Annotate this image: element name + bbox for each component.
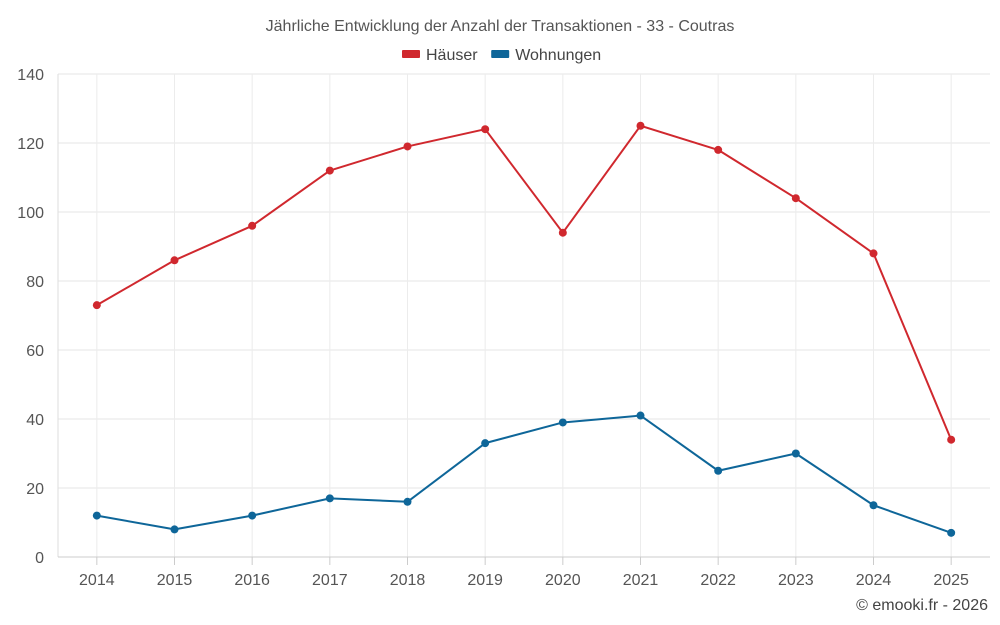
data-point	[248, 221, 257, 230]
x-tick-label: 2024	[856, 572, 892, 589]
data-point	[869, 249, 878, 258]
legend-label: Wohnungen	[515, 47, 601, 64]
y-tick-label: 80	[26, 274, 44, 291]
legend: Häuser Wohnungen	[402, 47, 601, 64]
data-point	[403, 142, 412, 151]
x-tick-label: 2014	[79, 572, 115, 589]
data-point	[481, 125, 490, 134]
x-tick-label: 2020	[545, 572, 581, 589]
series-line	[96, 124, 953, 441]
data-point	[947, 435, 956, 444]
data-point	[403, 497, 412, 506]
data-point	[791, 194, 800, 203]
x-tick-label: 2018	[390, 572, 426, 589]
chart-title: Jährliche Entwicklung der Anzahl der Tra…	[266, 18, 735, 35]
data-point	[558, 228, 567, 237]
data-point	[92, 511, 101, 520]
axes: 0 20 40 60 80 100 120 140 2014 2015 2016 2017 2018 20…	[17, 67, 990, 589]
x-tick-label: 2015	[157, 572, 193, 589]
data-point	[714, 145, 723, 154]
legend-swatch	[402, 50, 420, 58]
data-point	[558, 418, 567, 427]
data-point	[481, 439, 490, 448]
x-tick-label: 2022	[700, 572, 736, 589]
data-point	[714, 466, 723, 475]
y-tick-label: 20	[26, 481, 44, 498]
x-tick-label: 2023	[778, 572, 814, 589]
legend-label: Häuser	[426, 47, 478, 64]
y-tick-label: 40	[26, 412, 44, 429]
series-line	[96, 414, 952, 534]
y-tick-label: 140	[17, 67, 44, 84]
data-point	[947, 528, 956, 537]
x-tick-label: 2019	[467, 572, 503, 589]
series-layer	[92, 121, 956, 537]
data-point	[636, 121, 645, 130]
data-point	[325, 494, 334, 503]
y-tick-label: 120	[17, 136, 44, 153]
legend-swatch	[491, 50, 510, 58]
x-tick-label: 2016	[234, 572, 270, 589]
credit-text: © emooki.fr - 2026	[856, 597, 988, 614]
y-tick-label: 100	[17, 205, 44, 222]
data-point	[325, 166, 334, 175]
data-point	[92, 301, 101, 310]
x-tick-label: 2021	[623, 572, 659, 589]
data-point	[636, 411, 645, 420]
x-tick-label: 2025	[933, 572, 969, 589]
data-point	[791, 449, 800, 458]
y-tick-label: 0	[35, 550, 44, 567]
data-point	[170, 256, 179, 265]
x-tick-label: 2017	[312, 572, 348, 589]
data-point	[869, 501, 878, 510]
grid	[58, 73, 990, 557]
data-point	[170, 525, 179, 534]
y-tick-label: 60	[26, 343, 44, 360]
data-point	[248, 511, 257, 520]
